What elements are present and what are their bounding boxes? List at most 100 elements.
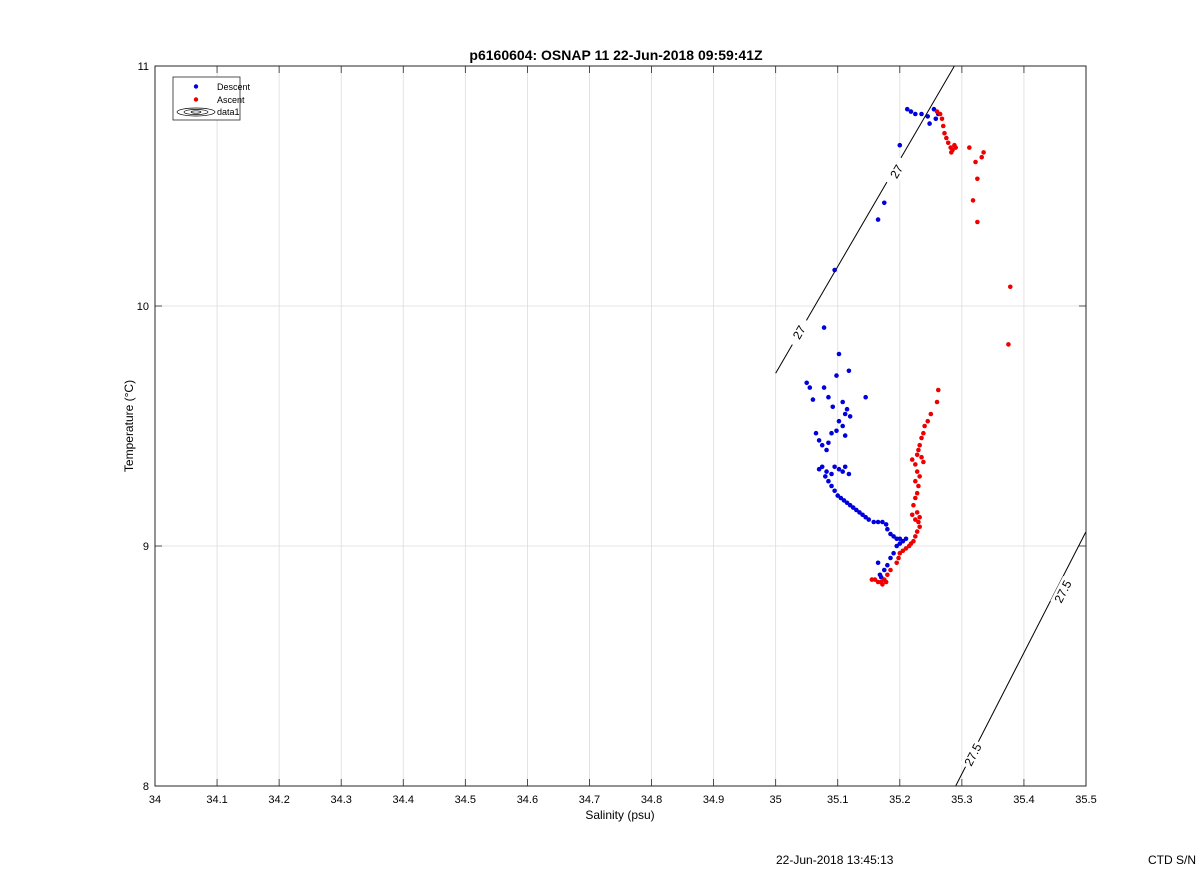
ascent-point xyxy=(928,411,934,417)
descent-point xyxy=(826,394,831,400)
x-tick-label: 35.1 xyxy=(827,794,848,806)
ascent-point xyxy=(900,548,906,554)
descent-point xyxy=(810,397,816,402)
descent-point xyxy=(885,562,890,568)
ascent-point xyxy=(939,116,945,122)
descent-point xyxy=(875,217,881,222)
descent-point xyxy=(835,493,841,498)
ascent-point xyxy=(942,130,947,136)
ascent-point xyxy=(883,579,889,585)
legend-descent-label: Descent xyxy=(217,82,251,92)
x-tick-label: 34.4 xyxy=(393,794,414,806)
descent-point xyxy=(860,512,865,518)
legend-contour-icon xyxy=(176,107,216,117)
x-tick-label: 34.3 xyxy=(330,794,351,806)
ascent-point xyxy=(922,423,927,429)
descent-point xyxy=(880,519,885,525)
series-ascent xyxy=(869,109,1013,587)
legend-descent-marker xyxy=(193,84,199,89)
isopycnal-label-bg xyxy=(1050,575,1076,608)
x-tick-label: 34.8 xyxy=(641,794,662,806)
ascent-point xyxy=(913,534,918,539)
descent-point xyxy=(826,478,831,484)
x-tick-label: 35.2 xyxy=(889,794,910,806)
ascent-point xyxy=(914,529,920,534)
descent-point xyxy=(847,414,853,419)
footer-timestamp: 22-Jun-2018 13:45:13 xyxy=(776,853,894,867)
descent-point xyxy=(830,404,836,410)
legend-ascent-marker xyxy=(193,97,199,102)
ascent-point xyxy=(1006,342,1011,347)
ascent-point xyxy=(913,478,918,484)
descent-point xyxy=(885,526,890,532)
descent-point xyxy=(844,500,850,506)
ascent-point xyxy=(975,176,980,182)
y-tick-label: 10 xyxy=(137,301,149,313)
ascent-point xyxy=(914,490,920,496)
descent-point xyxy=(871,519,877,525)
ascent-point xyxy=(903,546,909,551)
ascent-point xyxy=(921,430,926,436)
descent-point xyxy=(897,142,903,148)
descent-point xyxy=(816,438,822,443)
footer-ctd-label: CTD S/N xyxy=(1148,853,1196,867)
ascent-point xyxy=(913,495,918,501)
descent-point xyxy=(834,373,839,378)
descent-point xyxy=(813,430,819,436)
descent-point xyxy=(816,466,822,472)
ascent-point xyxy=(934,109,940,114)
descent-point xyxy=(846,471,852,477)
descent-point xyxy=(857,510,862,515)
legend-data1-label: data1 xyxy=(217,107,240,117)
descent-point xyxy=(863,394,868,400)
series-descent xyxy=(804,106,941,580)
descent-point xyxy=(877,572,883,578)
grid-layer xyxy=(154,65,1087,787)
descent-point xyxy=(903,536,909,542)
descent-point xyxy=(900,538,906,544)
ascent-point xyxy=(921,459,926,465)
ascent-point xyxy=(916,483,921,489)
ascent-point xyxy=(911,502,916,508)
descent-point xyxy=(863,514,868,520)
axis-ticks: 34 34.1 34.2 34.3 34.4 34.5 34.6 34.7 34.8 34.9 35… xyxy=(137,61,1097,806)
ascent-point xyxy=(949,150,954,155)
isopycnal-label-bg xyxy=(786,316,813,349)
ascent-point xyxy=(975,219,980,225)
x-tick-label: 34 xyxy=(149,794,161,806)
ascent-point xyxy=(897,550,903,556)
ascent-point xyxy=(909,457,915,462)
descent-point xyxy=(804,380,809,386)
descent-point xyxy=(866,517,872,522)
ascent-point xyxy=(917,514,922,520)
ascent-point xyxy=(940,123,946,129)
ascent-point xyxy=(934,399,940,405)
x-tick-label: 34.7 xyxy=(579,794,600,806)
y-tick-label: 9 xyxy=(143,541,149,553)
ascent-point xyxy=(945,140,951,146)
descent-point xyxy=(891,534,896,539)
y-tick-label: 8 xyxy=(143,781,149,793)
descent-point xyxy=(894,543,899,549)
descent-point xyxy=(881,200,887,206)
descent-point xyxy=(842,411,848,417)
ascent-point xyxy=(973,159,978,165)
ascent-point xyxy=(935,387,941,393)
isopycnal-label: 27 xyxy=(887,162,906,181)
data-series xyxy=(804,106,1013,587)
descent-point xyxy=(875,560,881,566)
descent-point xyxy=(819,464,825,470)
descent-point xyxy=(821,325,827,330)
descent-point xyxy=(842,464,848,470)
ascent-point xyxy=(944,135,949,141)
descent-point xyxy=(891,550,896,556)
descent-point xyxy=(824,469,829,474)
y-tick-label: 11 xyxy=(138,61,149,73)
x-tick-label: 35.3 xyxy=(951,794,972,806)
ascent-point xyxy=(925,418,931,424)
ascent-point xyxy=(970,198,976,203)
descent-point xyxy=(824,447,829,453)
ascent-point xyxy=(913,462,918,467)
ascent-point xyxy=(894,560,899,566)
